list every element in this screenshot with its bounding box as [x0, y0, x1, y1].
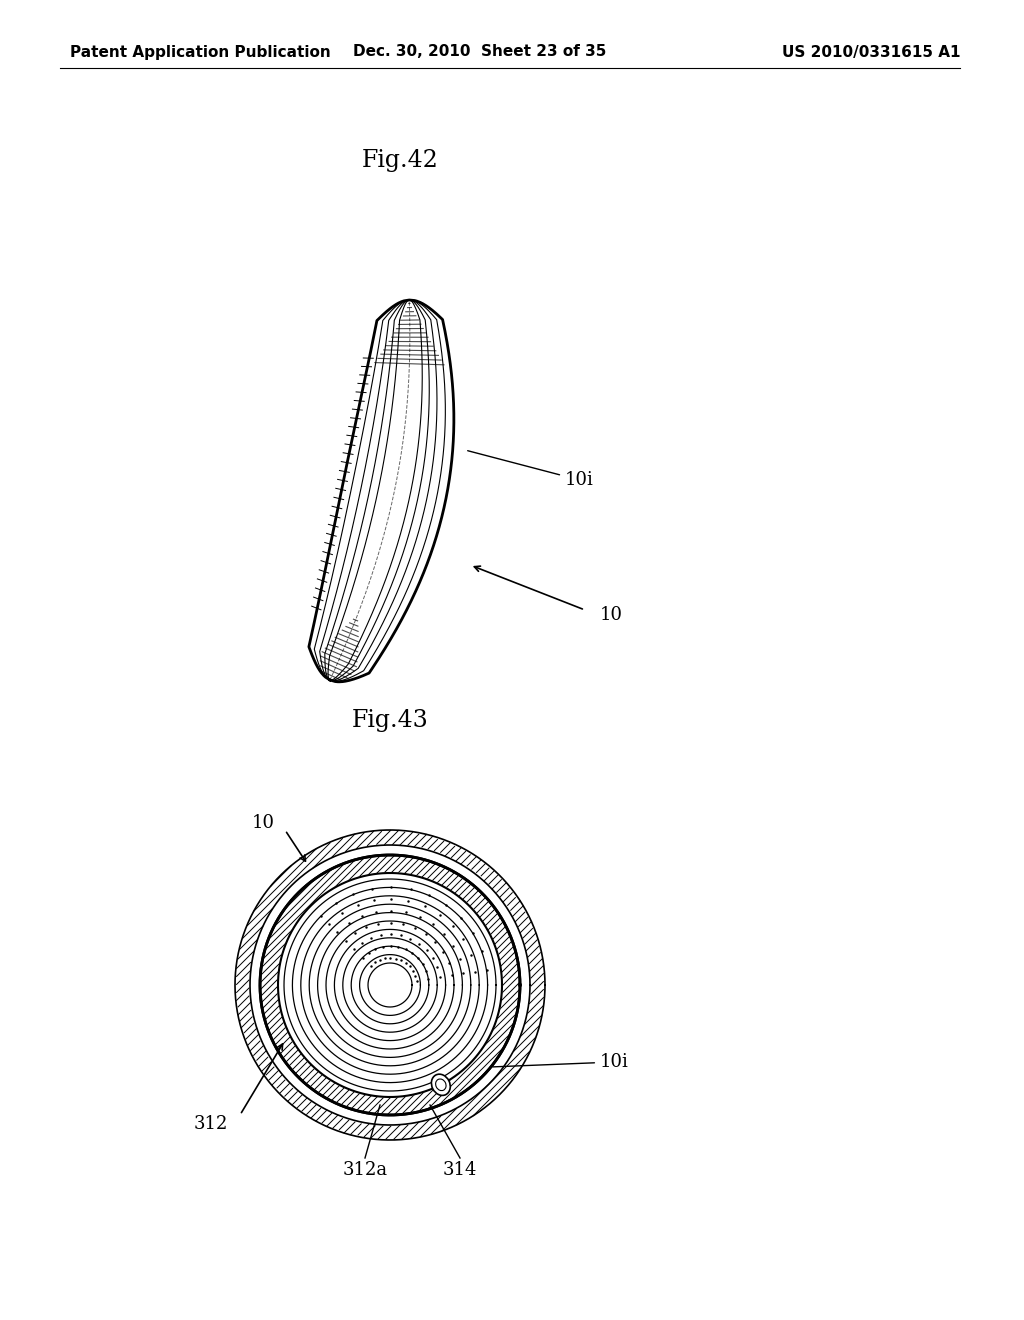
Text: 314: 314: [442, 1162, 477, 1179]
Text: 10i: 10i: [493, 1053, 629, 1071]
Text: US 2010/0331615 A1: US 2010/0331615 A1: [781, 45, 961, 59]
Text: Dec. 30, 2010  Sheet 23 of 35: Dec. 30, 2010 Sheet 23 of 35: [353, 45, 606, 59]
Text: Fig.42: Fig.42: [361, 149, 438, 172]
Text: 10: 10: [252, 814, 275, 832]
Text: 312: 312: [194, 1115, 228, 1133]
Text: 10i: 10i: [468, 450, 594, 488]
Polygon shape: [234, 830, 545, 1140]
Polygon shape: [278, 873, 502, 1097]
Polygon shape: [260, 855, 520, 1115]
Ellipse shape: [431, 1074, 451, 1096]
Text: Patent Application Publication: Patent Application Publication: [70, 45, 331, 59]
Circle shape: [378, 973, 402, 997]
Polygon shape: [309, 300, 454, 682]
Text: Fig.43: Fig.43: [351, 709, 428, 731]
Text: 10: 10: [600, 606, 623, 624]
Text: 312a: 312a: [342, 1162, 387, 1179]
Ellipse shape: [435, 1078, 446, 1090]
